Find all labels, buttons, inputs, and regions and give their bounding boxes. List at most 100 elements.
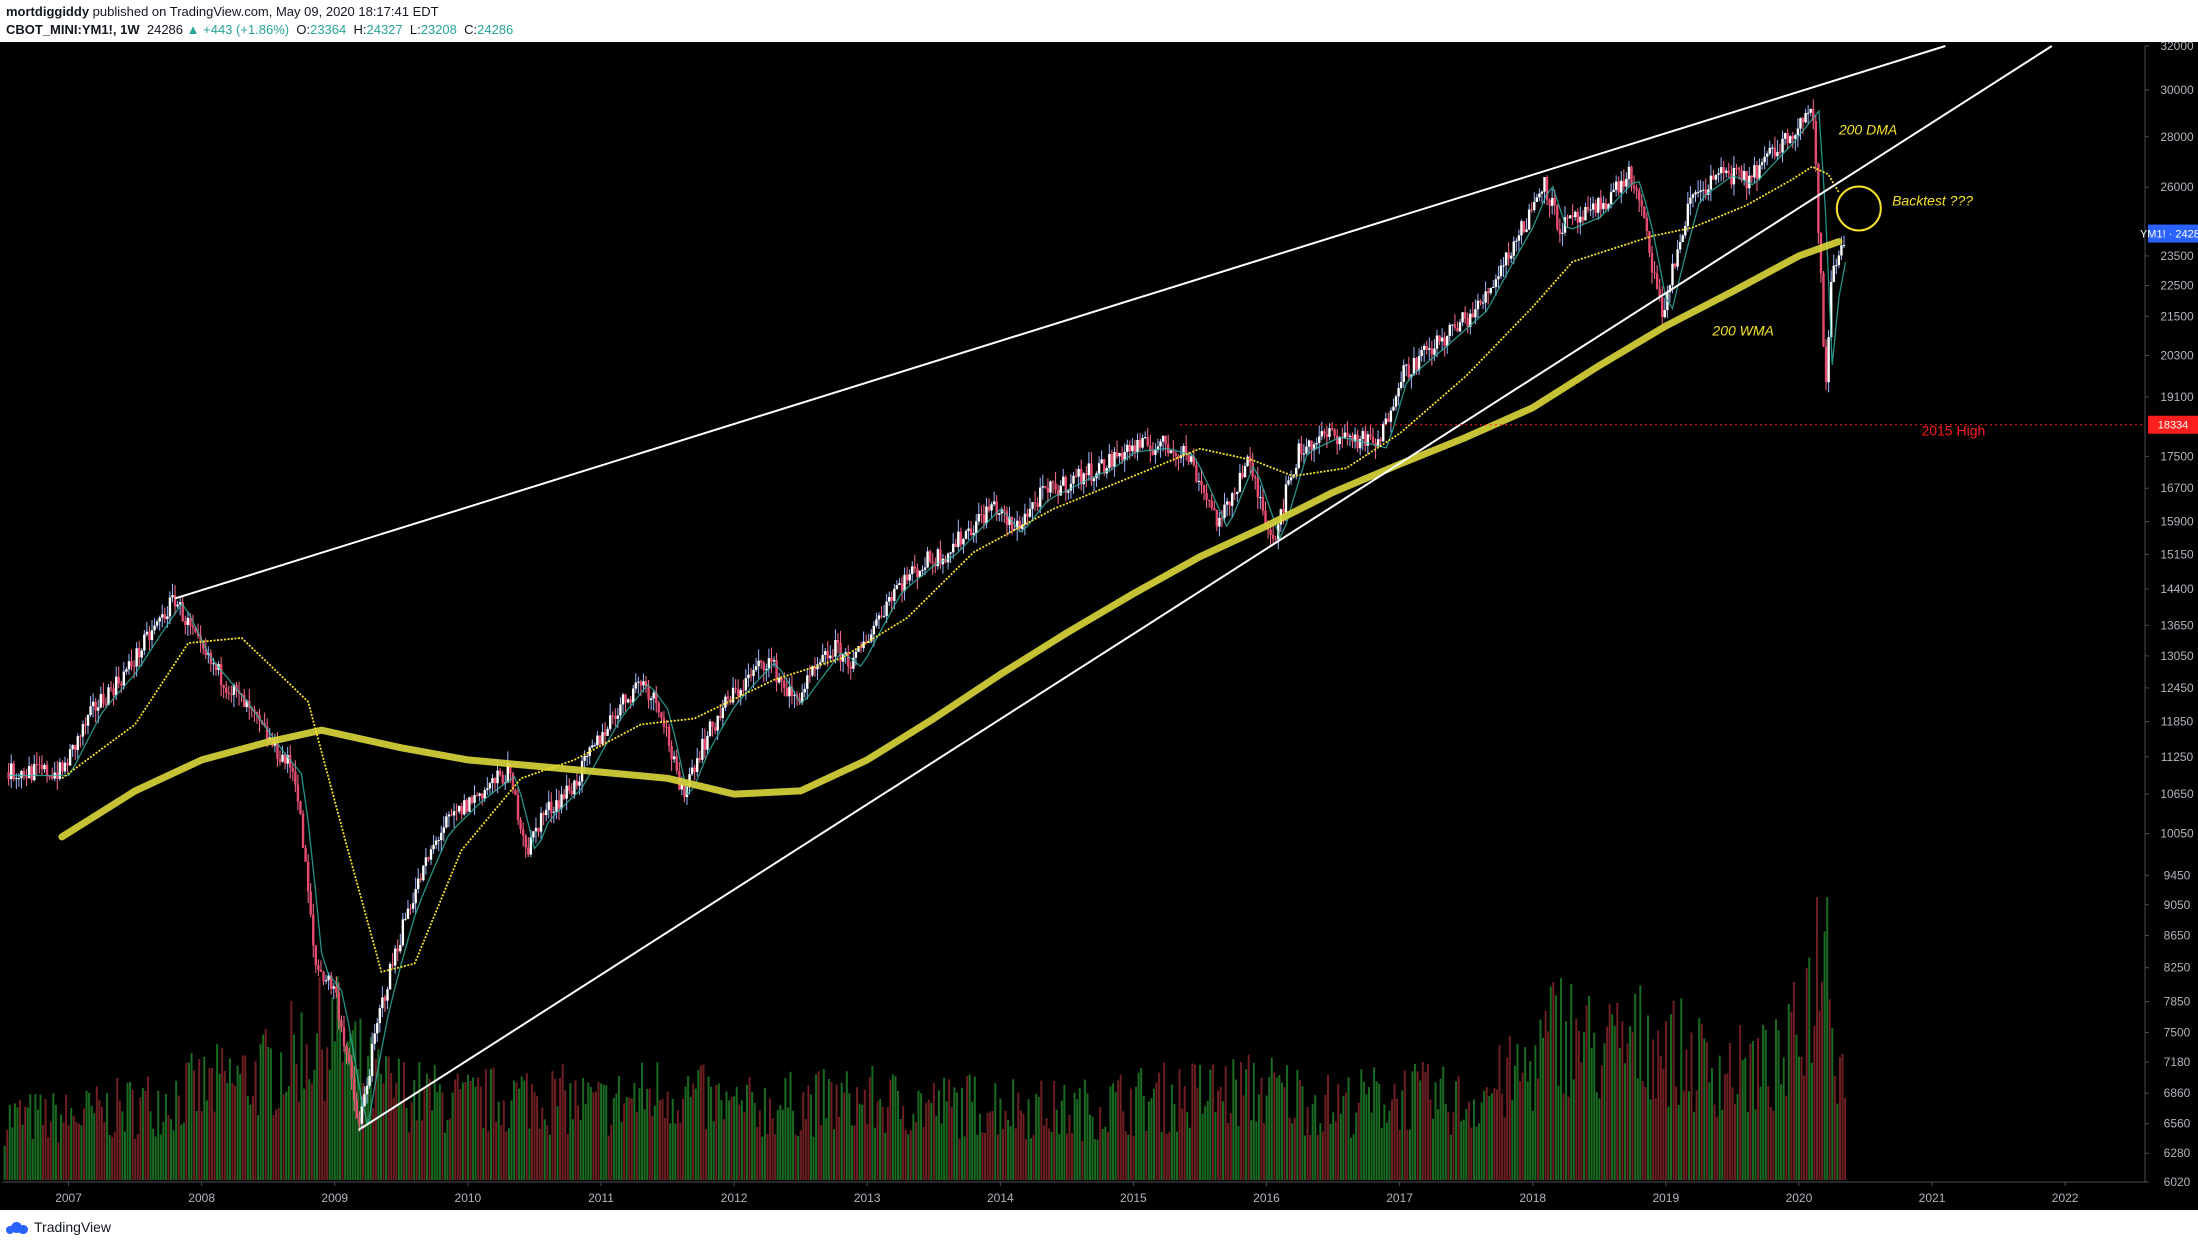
volume-bar [182,1122,185,1180]
candle-body [1338,436,1341,445]
volume-bar [1127,1134,1130,1180]
volume-bar [310,1083,313,1180]
candle-body [1382,424,1385,442]
volume-bar [1687,1091,1690,1180]
volume-bar [497,1101,500,1180]
volume-bar [1071,1132,1074,1180]
candle-body [1195,465,1198,482]
volume-bar [991,1110,994,1180]
candle-body [980,514,983,516]
volume-bar [1224,1066,1227,1180]
candle-body [639,681,643,686]
price-chart[interactable]: 200 DMA 200 WMA Backtest ??? 2015 High 6020 6… [0,42,2198,1210]
volume-bar [1754,1109,1757,1180]
candle-body [880,615,883,617]
trendline-upper[interactable] [174,45,1946,600]
author-name[interactable]: mortdiggiddy [6,4,90,19]
x-tick-label: 2013 [854,1191,881,1205]
volume-bar [1142,1096,1145,1180]
candle-body [1589,209,1592,211]
volume-bar [1470,1127,1473,1180]
volume-bar [1803,1075,1806,1180]
volume-bar [136,1134,139,1180]
volume-bar [884,1132,887,1180]
high-2015-tag[interactable] [2148,415,2198,434]
volume-bar [1831,1028,1834,1180]
candle-body [1113,452,1116,467]
candle-body [1351,435,1354,442]
candle-body [1041,486,1044,488]
candle-body [483,790,486,799]
candle-body [1584,206,1587,221]
volume-bar [1516,1043,1519,1180]
volume-bar [1467,1101,1470,1180]
volume-bar [305,1044,308,1180]
volume-bar [1429,1099,1432,1180]
volume-bar [152,1128,155,1180]
volume-bar [1012,1079,1015,1180]
backtest-circle[interactable] [1835,185,1882,232]
volume-bar [410,1102,413,1180]
volume-bar [1805,968,1808,1180]
candle-body [1425,345,1428,350]
current-price-tag[interactable] [2148,224,2198,243]
volume-bar [1163,1062,1166,1180]
volume-bar [605,1085,608,1180]
x-tick-label: 2012 [721,1191,748,1205]
volume-bar [323,1100,326,1180]
volume-bar [1703,1038,1706,1180]
volume-bar [408,1132,411,1180]
y-tick-label: 13650 [2160,618,2194,632]
volume-bar [157,1090,160,1180]
volume-bar [1186,1111,1189,1180]
tradingview-logo[interactable]: TradingView [6,1219,111,1235]
candle-body [1556,205,1559,230]
candle-body [1323,431,1326,435]
candle-body [265,726,269,741]
volume-bar [830,1081,833,1180]
volume-bar [571,1119,574,1180]
volume-bar [1129,1088,1132,1180]
candle-body [181,602,184,622]
volume-bar [19,1099,22,1180]
candle-body [603,732,607,736]
candle-body [657,703,661,713]
volume-bar [1055,1109,1058,1180]
candle-body [1471,313,1475,318]
candle-body [1545,177,1549,200]
candle-body [143,634,146,651]
candle-body [534,827,538,832]
volume-bar [1304,1135,1307,1180]
candle-body [1141,437,1144,448]
candle-body [711,721,714,728]
volume-bar [715,1085,718,1180]
volume-bar [1634,993,1637,1180]
candle-body [690,767,694,775]
candle-body [972,533,975,536]
candle-body [158,617,161,622]
volume-bar [1534,1045,1537,1180]
candle-body [127,661,131,670]
volume-bar [113,1131,116,1180]
volume-bar [1821,981,1824,1180]
volume-bar [733,1096,736,1180]
candle-body [578,781,581,786]
tradingview-brand: TradingView [34,1219,112,1235]
candle-body [634,682,637,689]
volume-bar [789,1071,792,1180]
volume-bar [981,1132,984,1180]
candle-body [575,780,579,786]
volume-bar [1536,1078,1539,1180]
candle-body [1443,337,1446,346]
candle-body [959,531,963,545]
trendline-lower[interactable] [358,45,2053,1131]
volume-bar [1826,897,1829,1180]
candle-body [611,715,614,717]
volume-bar [1396,1098,1399,1180]
volume-bar [246,1096,249,1180]
volume-bar [190,1053,193,1180]
volume-bar [1257,1094,1260,1180]
candle-body [81,724,85,737]
volume-bar [1572,1079,1575,1180]
volume-bar [825,1118,828,1180]
